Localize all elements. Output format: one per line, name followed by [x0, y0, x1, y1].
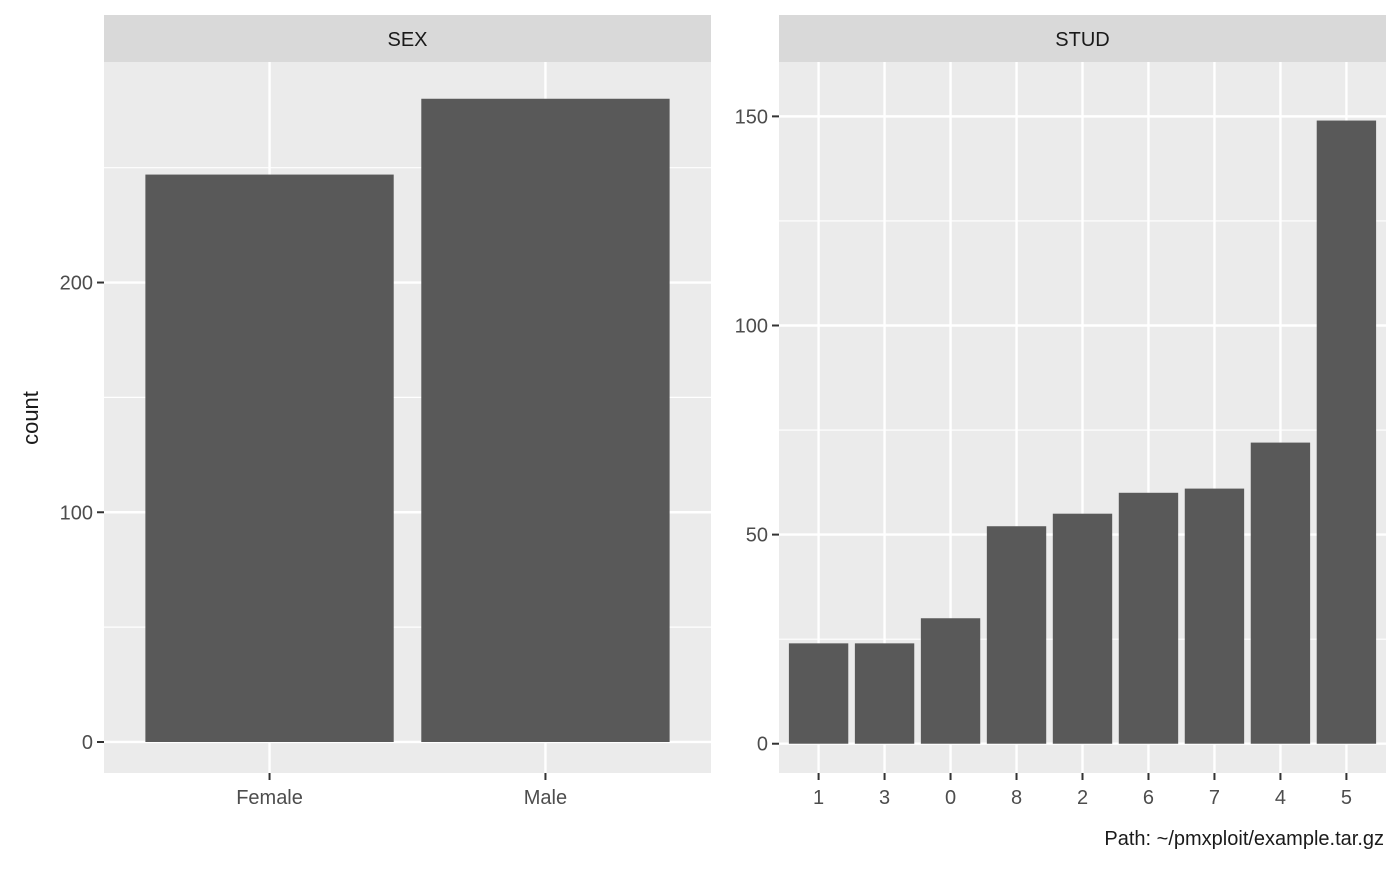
x-tick-label: 2	[1077, 787, 1088, 809]
x-tick-label: 6	[1143, 787, 1154, 809]
x-tick-label: 7	[1209, 787, 1220, 809]
y-tick-label: 0	[757, 734, 768, 756]
x-tick-label: Female	[236, 787, 303, 809]
facet-panels: SEX 0 100 200 Female Male STUD 0 50 100 150 1 3 0 8 2 6 7…	[60, 15, 1386, 809]
facet-strip	[779, 15, 1386, 62]
bar-stud-0	[920, 618, 981, 744]
facet-strip-label: STUD	[1055, 29, 1109, 51]
y-tick-label: 100	[60, 502, 93, 524]
bar-stud-7	[1184, 488, 1245, 744]
x-tick-label: 5	[1341, 787, 1352, 809]
bar-stud-4	[1250, 442, 1311, 744]
x-tick-label: Male	[524, 787, 567, 809]
facet-strip	[104, 15, 711, 62]
x-tick-label: 1	[813, 787, 824, 809]
bar-stud-8	[986, 526, 1047, 744]
y-tick-label: 100	[735, 315, 768, 337]
x-tick-label: 3	[879, 787, 890, 809]
y-tick-label: 150	[735, 106, 768, 128]
y-tick-label: 50	[746, 525, 768, 547]
caption: Path: ~/pmxploit/example.tar.gz	[1104, 828, 1384, 850]
bar-stud-6	[1118, 492, 1179, 744]
bar-sex-male	[421, 98, 670, 742]
facet-strip-label: SEX	[387, 29, 427, 51]
bar-sex-female	[145, 174, 394, 742]
facet-panel-stud: STUD 0 50 100 150 1 3 0 8 2 6 7 4 5	[735, 15, 1386, 809]
facet-panel-sex: SEX 0 100 200 Female Male	[60, 15, 711, 809]
bar-stud-5	[1316, 120, 1377, 744]
y-tick-label: 200	[60, 273, 93, 295]
bar-stud-1	[788, 643, 849, 744]
y-axis-label: count	[18, 391, 43, 445]
x-tick-label: 0	[945, 787, 956, 809]
y-tick-label: 0	[82, 732, 93, 754]
x-tick-label: 8	[1011, 787, 1022, 809]
bar-stud-3	[854, 643, 915, 744]
x-tick-label: 4	[1275, 787, 1286, 809]
bar-stud-2	[1052, 513, 1113, 744]
